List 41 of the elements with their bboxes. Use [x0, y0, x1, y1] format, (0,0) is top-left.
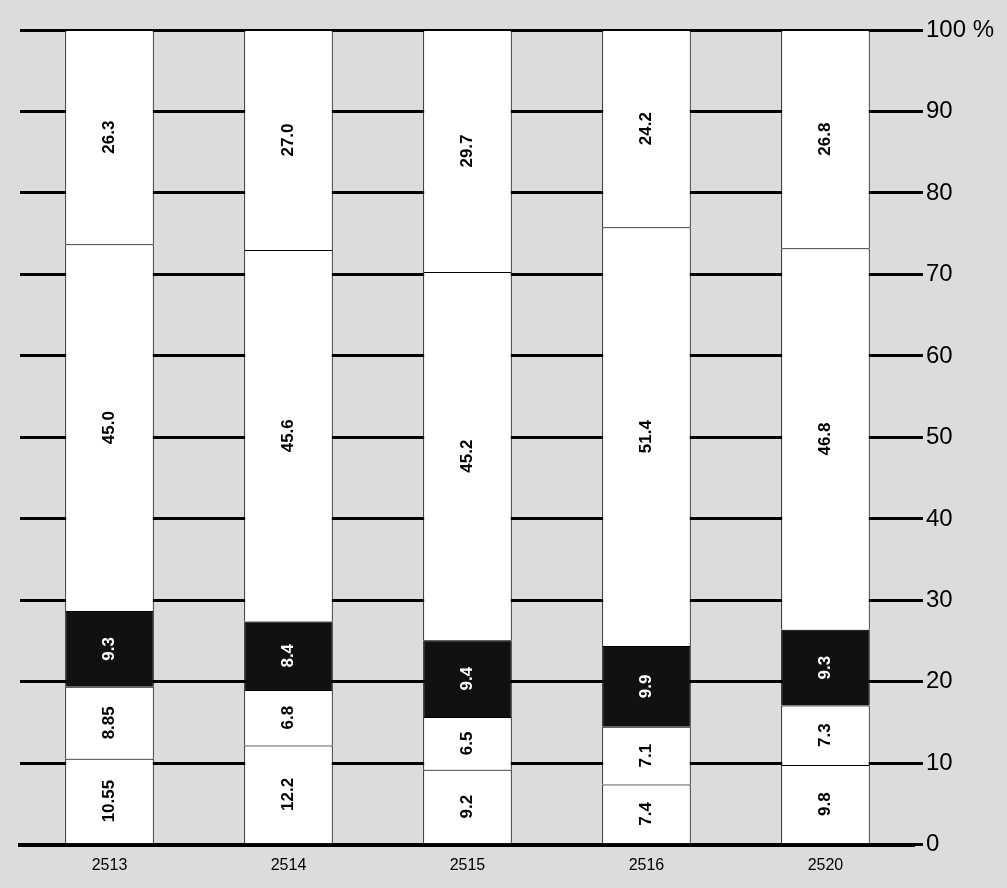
y-tick-label: 10 — [925, 747, 953, 775]
data-label: 10.55 — [99, 779, 119, 823]
data-label: 9.8 — [815, 792, 835, 816]
x-tick-label: 2515 — [449, 855, 486, 873]
data-label: 7.1 — [636, 743, 656, 768]
data-label: 45.6 — [278, 419, 298, 453]
y-tick-label: 80 — [925, 177, 953, 205]
x-tick-label: 2520 — [807, 855, 844, 873]
data-label: 9.2 — [457, 794, 477, 819]
y-tick-label: 50 — [925, 422, 953, 450]
data-label: 27.0 — [278, 123, 298, 157]
data-label: 9.3 — [99, 637, 119, 661]
data-label: 29.7 — [457, 134, 477, 168]
x-tick-label: 2514 — [270, 855, 307, 873]
y-tick-label: 90 — [925, 96, 953, 124]
y-tick-label: 40 — [925, 503, 953, 531]
x-tick-label: 2513 — [91, 855, 128, 873]
y-tick-label: 70 — [925, 259, 953, 287]
data-label: 9.3 — [815, 655, 835, 680]
data-label: 8.4 — [278, 643, 298, 668]
data-label: 9.4 — [457, 666, 477, 691]
data-label: 51.4 — [636, 419, 656, 454]
y-tick-label: 100 % — [925, 14, 995, 42]
data-label: 8.85 — [99, 706, 119, 740]
data-label: 7.4 — [636, 801, 656, 826]
data-label: 7.3 — [815, 723, 835, 748]
data-label: 45.0 — [99, 411, 119, 445]
y-tick-label: 60 — [925, 340, 953, 368]
data-label: 46.8 — [815, 422, 835, 456]
x-tick-label: 2516 — [628, 855, 665, 873]
data-label: 12.2 — [278, 777, 298, 811]
data-label: 6.8 — [278, 705, 298, 730]
data-label: 6.5 — [457, 731, 477, 756]
data-label: 26.8 — [815, 122, 835, 156]
data-label: 26.3 — [99, 120, 119, 154]
data-label: 24.2 — [636, 112, 656, 146]
y-tick-label: 20 — [925, 666, 953, 694]
y-tick-label: 30 — [925, 584, 953, 612]
data-label: 9.9 — [636, 674, 656, 699]
y-tick-label: 0 — [925, 829, 940, 857]
data-label: 45.2 — [457, 439, 477, 473]
